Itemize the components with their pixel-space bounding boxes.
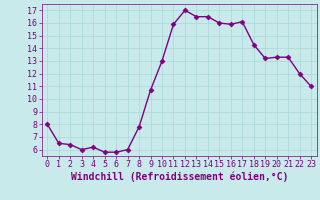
X-axis label: Windchill (Refroidissement éolien,°C): Windchill (Refroidissement éolien,°C) (70, 172, 288, 182)
